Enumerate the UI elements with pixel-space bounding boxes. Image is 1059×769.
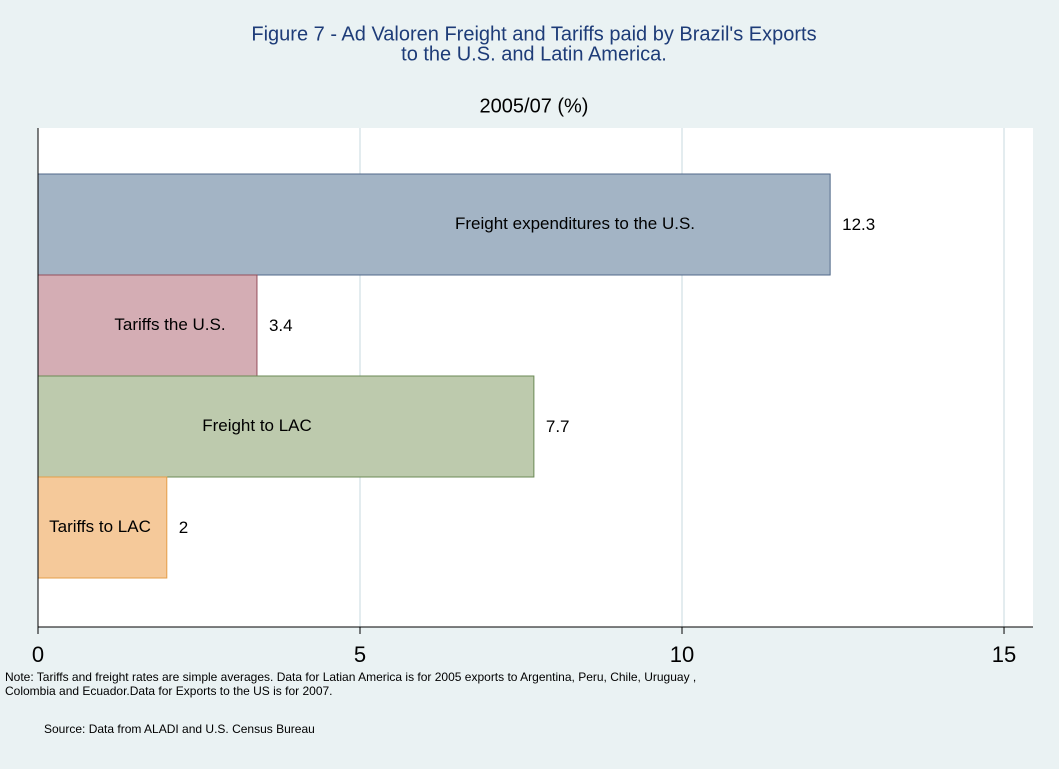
x-tick-label: 10 xyxy=(670,642,694,667)
note: Note: Tariffs and freight rates are simp… xyxy=(5,670,696,684)
note: Colombia and Ecuador.Data for Exports to… xyxy=(5,684,333,698)
bar xyxy=(37,476,168,579)
category-label: Tariffs the U.S. xyxy=(114,315,225,334)
chart-subtitle: 2005/07 (%) xyxy=(480,95,589,117)
x-tick-label: 0 xyxy=(32,642,44,667)
value-label: 3.4 xyxy=(269,316,293,335)
value-label: 7.7 xyxy=(546,417,570,436)
chart-title: Figure 7 - Ad Valoren Freight and Tariff… xyxy=(251,23,816,45)
category-label: Tariffs to LAC xyxy=(49,517,151,536)
bar xyxy=(37,375,535,478)
category-label: Freight expenditures to the U.S. xyxy=(455,214,695,233)
value-label: 2 xyxy=(179,518,188,537)
bar xyxy=(37,173,831,276)
source: Source: Data from ALADI and U.S. Census … xyxy=(44,722,315,736)
bars: Freight expenditures to the U.S. 12.3 Tari… xyxy=(37,173,875,579)
x-tick-label: 5 xyxy=(354,642,366,667)
chart-title: to the U.S. and Latin America. xyxy=(401,43,667,65)
value-label: 12.3 xyxy=(842,215,875,234)
x-tick-label: 15 xyxy=(992,642,1016,667)
bar xyxy=(37,274,258,377)
category-label: Freight to LAC xyxy=(202,416,312,435)
